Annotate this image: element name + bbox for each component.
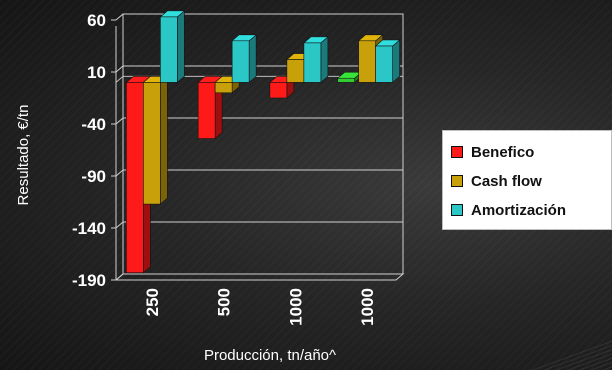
y-tick-label: 60 (87, 11, 106, 30)
bar-amortizaci-n-2-side (321, 37, 328, 83)
x-tick-label: 1000 (286, 288, 305, 326)
x-tick-label: 500 (215, 288, 234, 316)
bar-amortizaci-n-1-side (249, 35, 256, 83)
gridline-depth (116, 118, 123, 124)
zero-line-depth (116, 76, 123, 82)
y-tick-label: -140 (72, 219, 106, 238)
gridline-depth (116, 170, 123, 176)
y-tick-label: -40 (81, 115, 106, 134)
extra-bar-0 (338, 78, 355, 82)
legend-swatch (451, 204, 463, 216)
y-tick-label: -190 (72, 271, 106, 290)
bar-amortizaci-n-1 (232, 41, 249, 83)
y-tick-label: -90 (81, 167, 106, 186)
bar-benefico-1 (198, 82, 215, 138)
legend-label: Cash flow (471, 173, 542, 190)
chart-legend: Benefico Cash flow Amortización (442, 130, 612, 230)
legend-swatch (451, 175, 463, 187)
bar-amortizaci-n-3 (376, 46, 393, 82)
gridline-depth (116, 14, 123, 20)
x-tick-label: 250 (143, 288, 162, 316)
plot-floor (116, 274, 403, 280)
bar-benefico-2 (270, 82, 287, 98)
bar-cash-flow-1 (215, 82, 232, 92)
legend-item: Benefico (451, 141, 534, 163)
bar-amortizaci-n-0 (160, 17, 177, 83)
legend-swatch (451, 146, 463, 158)
legend-label: Amortización (471, 202, 566, 219)
y-axis-title: Resultado, €/tn (15, 105, 32, 206)
bar-cash-flow-2 (287, 60, 304, 83)
gridline-depth (116, 66, 123, 72)
bar-cash-flow-0-side (160, 76, 167, 204)
bar-cash-flow-3 (359, 41, 376, 83)
gridline-depth (116, 222, 123, 228)
bar-cash-flow-0 (143, 82, 160, 204)
legend-item: Cash flow (451, 170, 542, 192)
y-tick-label: 10 (87, 63, 106, 82)
bar-amortizaci-n-3-side (393, 40, 400, 82)
x-tick-label: 1000 (358, 288, 377, 326)
legend-label: Benefico (471, 144, 534, 161)
bar-benefico-0 (126, 82, 143, 272)
x-axis-title: Producción, tn/año^ (204, 347, 336, 364)
legend-item: Amortización (451, 199, 566, 221)
gridline-depth (116, 274, 123, 280)
bar-amortizaci-n-2 (304, 43, 321, 83)
bar-amortizaci-n-0-side (177, 11, 184, 83)
